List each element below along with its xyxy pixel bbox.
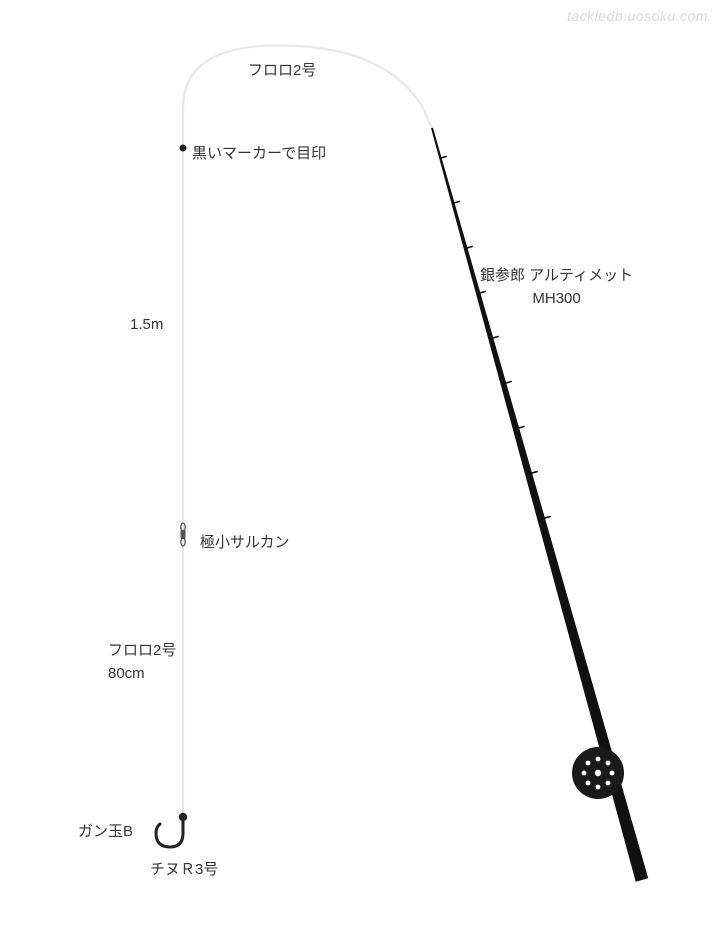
label-swivel: 極小サルカン — [200, 532, 290, 555]
label-hook: チヌＲ3号 — [150, 859, 218, 882]
label-top-line: フロロ2号 — [248, 60, 316, 83]
label-sinker: ガン玉B — [78, 821, 133, 844]
label-marker: 黒いマーカーで目印 — [192, 143, 326, 166]
label-leader: フロロ2号 80cm — [108, 640, 176, 685]
label-rod: 銀参郎 アルティメット MH300 — [480, 265, 633, 310]
label-main-length: 1.5m — [130, 314, 163, 337]
rig-diagram — [0, 0, 720, 950]
